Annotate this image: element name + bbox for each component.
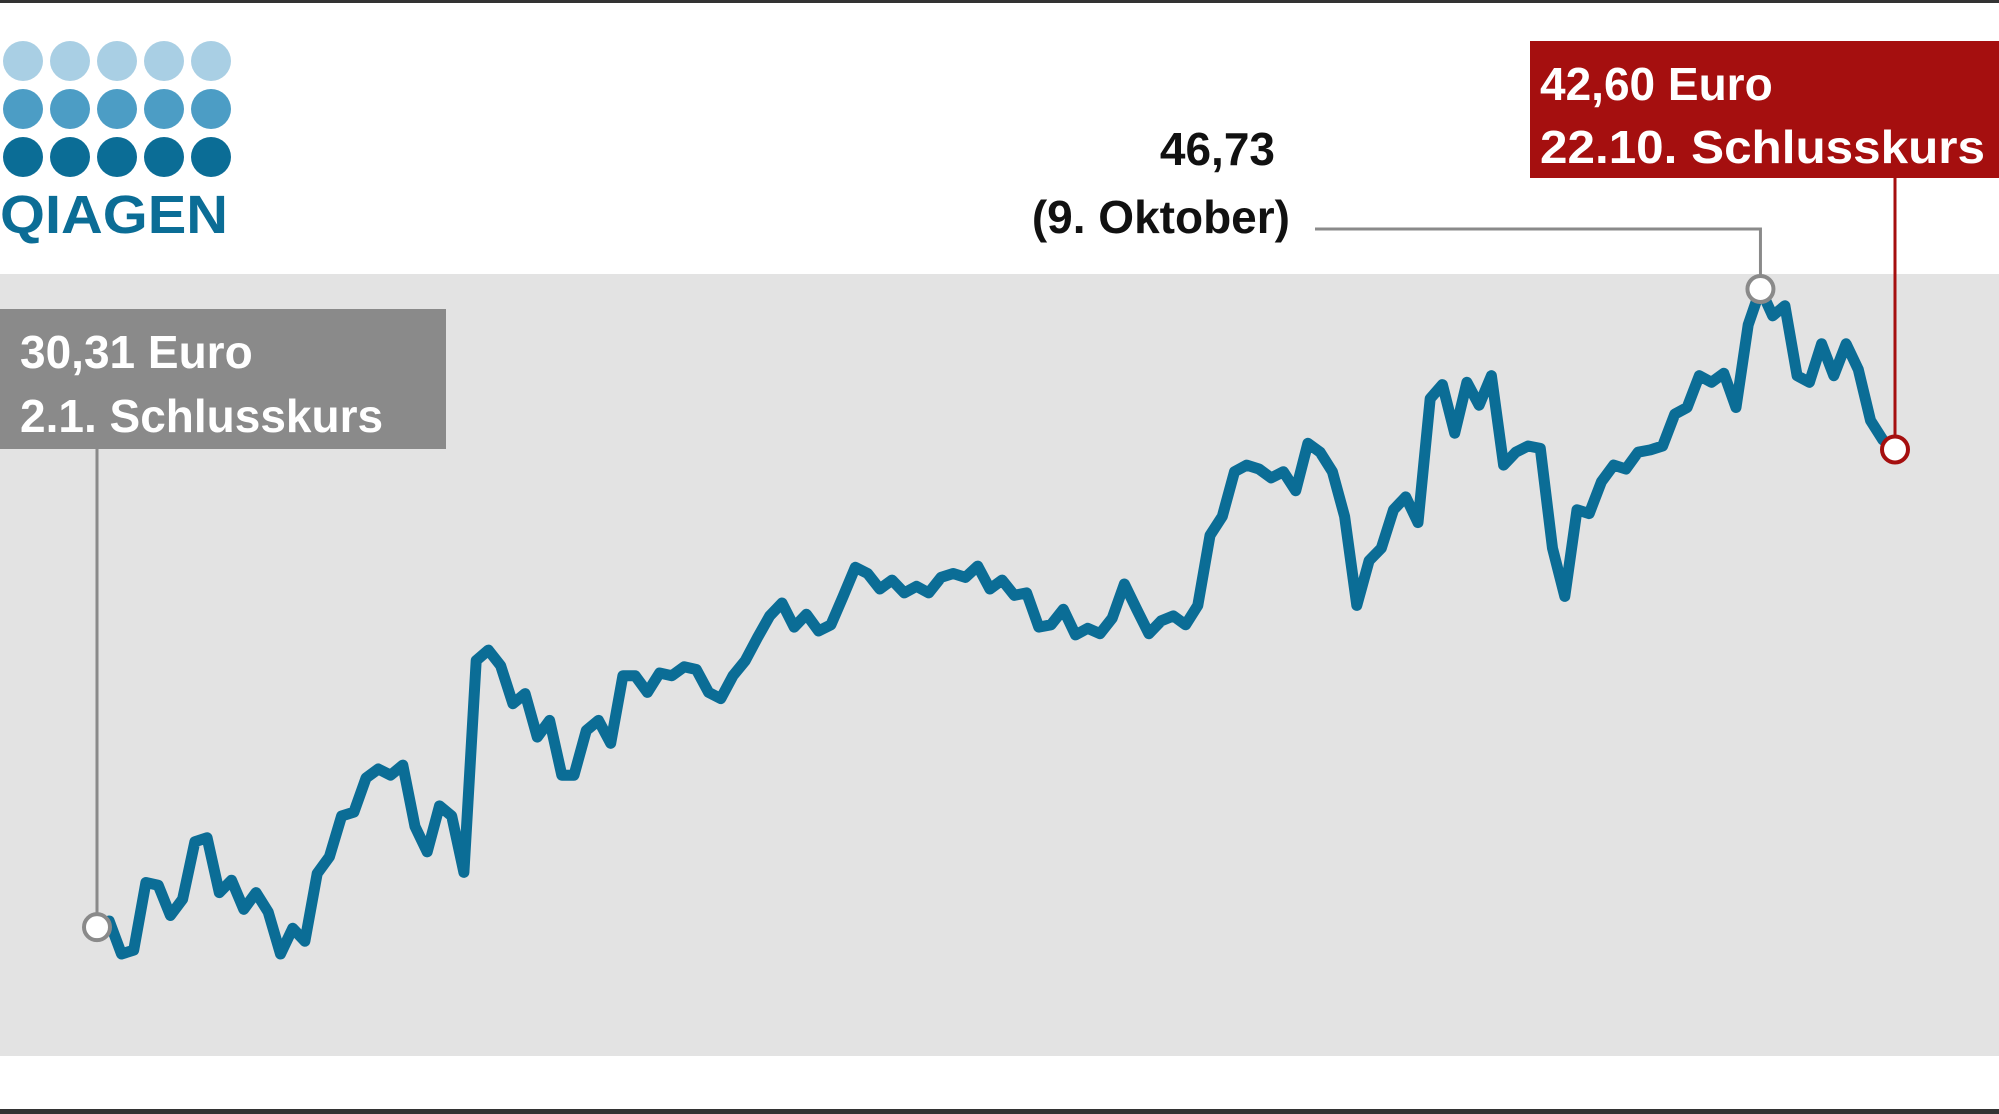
point-marker	[1880, 434, 1910, 465]
logo-dot	[97, 137, 137, 177]
label-box	[0, 309, 446, 449]
logo-dot	[50, 89, 90, 129]
logo-dot	[50, 41, 90, 81]
annotation-note: 2.1. Schlusskurs	[20, 390, 383, 442]
logo-dot	[3, 137, 43, 177]
top-border	[0, 0, 1999, 3]
logo-dot	[191, 89, 231, 129]
logo-dot	[144, 41, 184, 81]
price-line	[94, 283, 1899, 960]
annotation-label: 46,73	[1160, 123, 1275, 175]
logo-text: QIAGEN	[0, 185, 228, 245]
point-marker	[1745, 274, 1776, 304]
bottom-border	[0, 1109, 1999, 1114]
annotation-label: 42,60 Euro	[1540, 58, 1773, 110]
logo-dot	[144, 89, 184, 129]
annotation-label: 30,31 Euro	[20, 326, 253, 378]
logo-dot	[3, 41, 43, 81]
logo: QIAGEN	[0, 41, 231, 245]
logo-dot	[191, 41, 231, 81]
point-marker	[82, 912, 112, 943]
leader-line	[1315, 227, 1762, 289]
logo-dot	[97, 41, 137, 81]
logo-dot	[50, 137, 90, 177]
annotation-note: (9. Oktober)	[1032, 191, 1290, 243]
logo-dot	[97, 89, 137, 129]
label-box	[1530, 41, 1999, 178]
logo-dot	[144, 137, 184, 177]
logo-dot	[3, 89, 43, 129]
annotation-note: 22.10. Schlusskurs	[1540, 121, 1985, 173]
logo-dot	[191, 137, 231, 177]
